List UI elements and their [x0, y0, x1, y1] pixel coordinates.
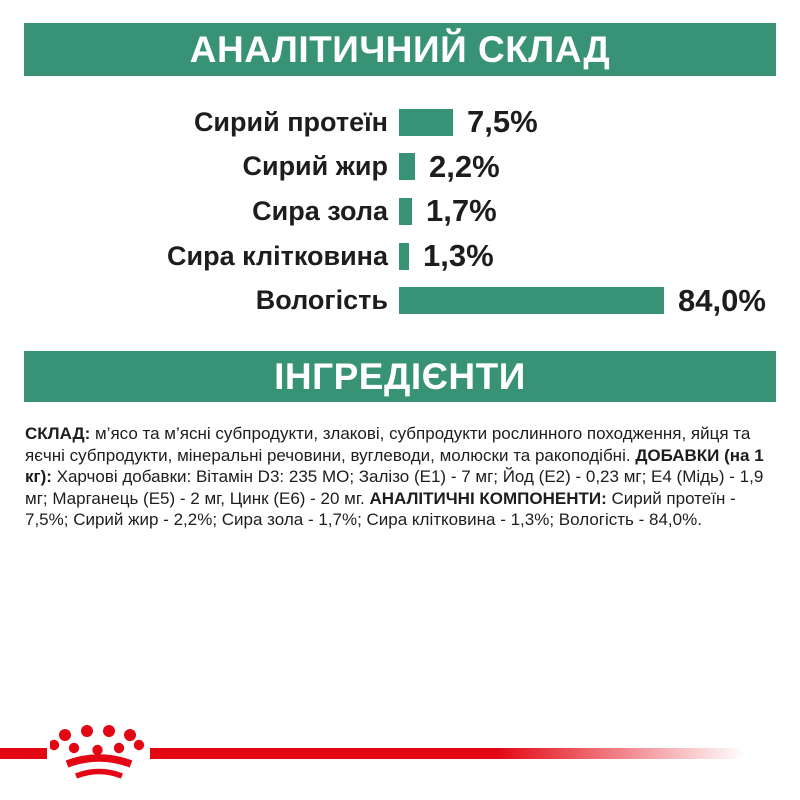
section-header-analytical: АНАЛІТИЧНИЙ СКЛАД	[24, 23, 776, 76]
crown-band-upper	[65, 754, 133, 768]
ingredients-body: Харчові добавки: Вітамін D3: 235 МО; Зал…	[25, 467, 764, 508]
value-label: 2,2%	[429, 148, 500, 184]
ingredients-body: м’ясо та м’ясні субпродукти, злакові, су…	[25, 424, 751, 465]
analytical-composition-chart: Сирий протеїн 7,5% Сирий жир 2,2% Сира зола 1…	[0, 100, 800, 323]
value-label: 1,3%	[423, 238, 494, 274]
chart-row: Сирий протеїн 7,5%	[0, 100, 800, 145]
divider-line-right	[150, 748, 745, 759]
value-bar	[399, 108, 453, 136]
chart-row: Вологість 84,0%	[0, 278, 800, 323]
value-label: 84,0%	[678, 282, 766, 318]
value-label: 1,7%	[426, 193, 497, 229]
chart-row: Сира зола 1,7%	[0, 189, 800, 234]
category-label: Сира клітковина	[167, 240, 388, 271]
analytical-section-title: АНАЛІТИЧНИЙ СКЛАД	[189, 28, 611, 70]
chart-row: Сирий жир 2,2%	[0, 145, 800, 190]
crown-band-lower	[74, 768, 124, 779]
category-label: Сирий протеїн	[193, 106, 388, 137]
ingredients-body: Сирий протеїн - 7,5%; Сирий жир - 2,2%; …	[25, 488, 736, 530]
category-label: Вологість	[255, 285, 388, 316]
divider-line-left	[0, 748, 47, 759]
value-bar	[399, 242, 409, 270]
chart-row: Сира клітковина 1,3%	[0, 234, 800, 279]
category-label: Сира зола	[252, 195, 388, 226]
ingredients-heading: ДОБАВКИ (на 1 кг):	[25, 445, 764, 487]
ingredients-section-title: ІНГРЕДІЄНТИ	[274, 355, 526, 397]
ingredients-heading: СКЛАД:	[25, 424, 95, 443]
royal-canin-crown-logo	[50, 725, 145, 779]
value-bar	[399, 197, 412, 225]
value-bar	[399, 287, 664, 315]
value-label: 7,5%	[467, 104, 538, 140]
category-label: Сирий жир	[242, 151, 388, 182]
ingredients-text: СКЛАД: м’ясо та м’ясні субпродукти, злак…	[25, 423, 782, 531]
ingredients-heading: АНАЛІТИЧНІ КОМПОНЕНТИ:	[369, 488, 612, 508]
value-bar	[399, 153, 415, 181]
section-header-ingredients: ІНГРЕДІЄНТИ	[24, 351, 776, 402]
